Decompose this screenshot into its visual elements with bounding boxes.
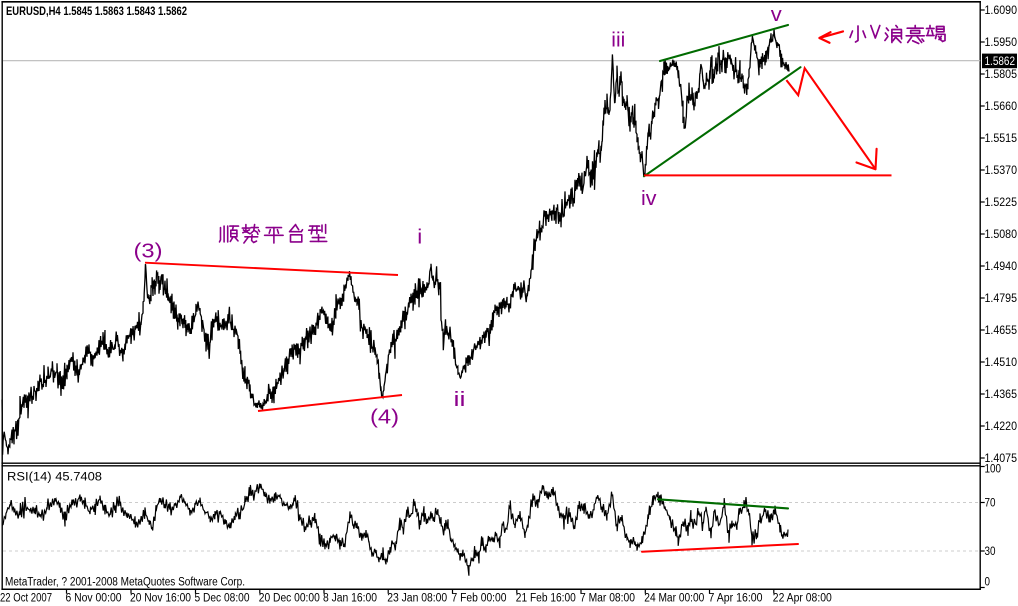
svg-text:1.4940: 1.4940 (985, 261, 1018, 273)
svg-text:1.4075: 1.4075 (985, 453, 1018, 465)
svg-text:1.4510: 1.4510 (985, 357, 1018, 369)
svg-text:23 Jan 08:00: 23 Jan 08:00 (387, 593, 447, 605)
svg-text:1.5805: 1.5805 (985, 69, 1018, 81)
svg-text:i: i (417, 226, 422, 248)
svg-text:7 Apr 16:00: 7 Apr 16:00 (709, 593, 763, 605)
svg-text:1.4655: 1.4655 (985, 325, 1018, 337)
svg-text:1.5515: 1.5515 (985, 133, 1018, 145)
svg-text:1.5950: 1.5950 (985, 37, 1018, 49)
svg-text:20 Dec 00:00: 20 Dec 00:00 (259, 593, 320, 605)
svg-text:1.5370: 1.5370 (985, 165, 1018, 177)
svg-text:(3): (3) (134, 241, 163, 263)
svg-text:1.4365: 1.4365 (985, 389, 1018, 401)
svg-text:8 Jan 16:00: 8 Jan 16:00 (323, 593, 377, 605)
svg-text:EURUSD,H4 1.5845 1.5863 1.584: EURUSD,H4 1.5845 1.5863 1.5843 1.5862 (6, 4, 187, 18)
svg-text:1.5660: 1.5660 (985, 101, 1018, 113)
svg-text:0: 0 (985, 577, 991, 589)
svg-text:1.6090: 1.6090 (985, 5, 1018, 17)
svg-text:1.4220: 1.4220 (985, 421, 1018, 433)
svg-text:1.4795: 1.4795 (985, 293, 1018, 305)
svg-text:MetaTrader, ? 2001-2008 MetaQu: MetaTrader, ? 2001-2008 MetaQuotes Softw… (5, 577, 245, 589)
svg-text:5 Dec 08:00: 5 Dec 08:00 (195, 593, 250, 605)
svg-text:30: 30 (985, 546, 996, 558)
svg-text:1.5225: 1.5225 (985, 197, 1018, 209)
svg-text:21 Feb 16:00: 21 Feb 16:00 (516, 593, 576, 605)
svg-text:ii: ii (454, 389, 466, 411)
svg-text:v: v (771, 4, 782, 26)
svg-text:100: 100 (985, 464, 1002, 476)
svg-text:22 Apr 08:00: 22 Apr 08:00 (773, 593, 832, 605)
svg-text:7 Feb 00:00: 7 Feb 00:00 (452, 593, 507, 605)
svg-text:70: 70 (985, 498, 996, 510)
svg-text:iii: iii (611, 30, 625, 52)
svg-text:7 Mar 08:00: 7 Mar 08:00 (580, 593, 635, 605)
svg-text:(4): (4) (370, 407, 399, 429)
svg-text:RSI(14) 45.7408: RSI(14) 45.7408 (7, 472, 102, 484)
svg-text:6 Nov 00:00: 6 Nov 00:00 (66, 593, 122, 605)
svg-text:24 Mar 00:00: 24 Mar 00:00 (644, 593, 704, 605)
svg-text:22 Oct 2007: 22 Oct 2007 (0, 593, 52, 605)
svg-text:1.5862: 1.5862 (985, 56, 1016, 68)
svg-text:1.5080: 1.5080 (985, 229, 1018, 241)
svg-text:iv: iv (641, 188, 657, 210)
svg-text:20 Nov 16:00: 20 Nov 16:00 (130, 593, 191, 605)
